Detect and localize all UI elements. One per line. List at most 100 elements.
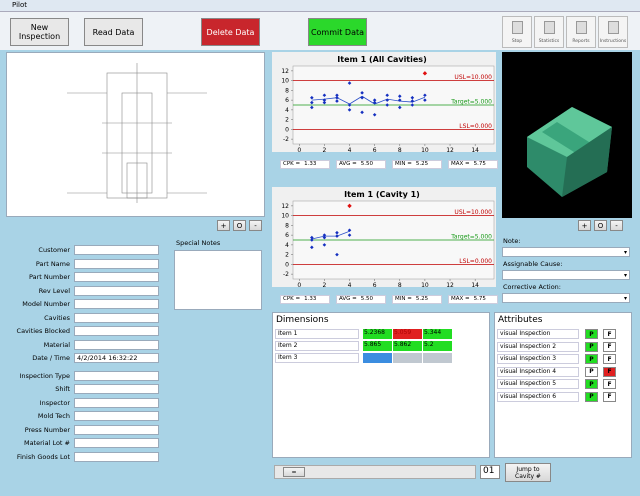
form-field[interactable]: 4/2/2014 16:32:22 <box>74 353 159 363</box>
dimension-cell[interactable]: 5.865 <box>363 341 392 351</box>
toolbar-button[interactable]: Delete Data <box>201 18 260 46</box>
data-point <box>335 99 339 103</box>
dimension-cell[interactable]: 5.344 <box>423 329 452 339</box>
dropdown[interactable]: ▾ <box>502 270 630 280</box>
y-tick-label: 2 <box>285 252 289 259</box>
stat-label: CPK = <box>283 296 301 302</box>
form-field[interactable] <box>74 424 159 435</box>
data-point <box>335 95 339 100</box>
pass-button[interactable]: P <box>585 366 598 377</box>
drawing <box>67 63 207 203</box>
stat-value: 1.33 <box>304 296 317 302</box>
fail-button[interactable]: F <box>603 379 616 389</box>
data-point <box>360 110 364 115</box>
data-point <box>322 233 327 237</box>
dimension-cell[interactable]: 5.862 <box>393 341 422 351</box>
zoom-button[interactable]: + <box>578 220 591 231</box>
toolbar-icon[interactable]: Reports <box>566 16 596 48</box>
3d-view <box>502 52 632 218</box>
toolbar-button[interactable]: Commit Data <box>308 18 367 46</box>
form-label: Cavities <box>44 313 70 322</box>
zoom-button[interactable]: - <box>249 220 262 231</box>
data-point <box>310 238 314 242</box>
form-field[interactable] <box>74 339 159 350</box>
fail-button[interactable]: F <box>603 391 616 402</box>
stat-value: 5.25 <box>415 296 429 302</box>
x-tick-label: 10 <box>421 282 429 287</box>
title-bar: Pilot <box>0 0 640 12</box>
data-point <box>322 93 327 98</box>
dimension-cell[interactable]: 5.2368 <box>363 329 392 339</box>
dimension-cell[interactable] <box>393 353 422 363</box>
stat-box: AVG = 5.50 <box>336 295 386 304</box>
x-tick-label: 6 <box>373 282 377 287</box>
form-field[interactable] <box>74 312 159 323</box>
form-field[interactable] <box>74 384 159 394</box>
data-point <box>410 95 415 100</box>
limit-label: LSL=0.000 <box>459 123 492 130</box>
form-field[interactable] <box>74 370 159 381</box>
special-notes-box[interactable] <box>174 250 262 310</box>
zoom-button[interactable]: O <box>594 220 607 231</box>
scrollbar[interactable]: = <box>274 465 476 479</box>
dimension-cell[interactable] <box>363 353 392 363</box>
icon-label: Statistics <box>538 39 560 44</box>
form-field[interactable] <box>74 438 159 448</box>
toolbar-icon[interactable]: Stop <box>502 16 532 48</box>
zoom-button[interactable]: - <box>610 220 623 231</box>
pass-button[interactable]: P <box>585 341 598 352</box>
icon-glyph <box>512 21 523 34</box>
form-field[interactable] <box>74 258 159 269</box>
toolbar-icon[interactable]: Instructions <box>598 16 628 48</box>
data-point <box>410 99 415 103</box>
alarm-point <box>422 71 428 76</box>
cavity-input[interactable]: 01 <box>480 465 500 479</box>
pass-button[interactable]: P <box>585 354 598 364</box>
x-tick-label: 12 <box>446 147 454 152</box>
y-tick-label: 2 <box>285 117 289 124</box>
form-label: Inspector <box>39 398 70 407</box>
stat-box: MAX = 5.75 <box>448 295 498 304</box>
dropdown[interactable]: ▾ <box>502 293 630 303</box>
form-field[interactable] <box>74 397 159 408</box>
form-field[interactable] <box>74 272 159 282</box>
form-field[interactable] <box>74 451 159 462</box>
data-point <box>360 91 364 95</box>
form-field[interactable] <box>74 285 159 296</box>
pass-button[interactable]: P <box>585 329 598 339</box>
toolbar-button[interactable]: New Inspection <box>10 18 69 46</box>
dropdown[interactable]: ▾ <box>502 247 630 257</box>
data-point <box>335 93 339 98</box>
data-point <box>310 245 314 250</box>
stat-label: MAX = <box>451 161 470 167</box>
data-point <box>322 235 327 240</box>
form-field[interactable] <box>74 299 159 309</box>
fail-button[interactable]: F <box>603 329 616 339</box>
data-point <box>372 98 377 102</box>
form-field[interactable] <box>74 411 159 421</box>
x-tick-label: 4 <box>348 147 352 152</box>
toolbar-icon[interactable]: Statistics <box>534 16 564 48</box>
form-field[interactable] <box>74 326 159 336</box>
control-chart: Item 1 (Cavity 1) -2 0 2 4 6 8 10 12 0 2 4 6 8 10 12 14 U… <box>272 187 496 287</box>
dimension-cell[interactable]: 5.2 <box>423 341 452 351</box>
fail-button[interactable]: F <box>603 341 616 352</box>
pass-button[interactable]: P <box>585 379 598 389</box>
pass-button[interactable]: P <box>585 391 598 402</box>
dimensions-panel: Dimensions Item 1 5.2368 5.059 5.344 Item 2 5… <box>272 312 490 458</box>
form-field[interactable] <box>74 245 159 255</box>
window-title: Pilot <box>12 1 27 9</box>
scroll-thumb[interactable]: = <box>283 467 305 477</box>
stat-value: 5.75 <box>473 161 486 167</box>
toolbar-button[interactable]: Read Data <box>84 18 143 46</box>
dimension-cell[interactable] <box>423 353 452 363</box>
fail-button[interactable]: F <box>603 354 616 364</box>
jump-button[interactable]: Jump to Cavity # <box>505 463 551 482</box>
dimension-cell[interactable]: 5.059 <box>393 329 422 339</box>
data-point <box>310 105 314 110</box>
data-point <box>397 94 402 99</box>
zoom-button[interactable]: O <box>233 220 246 231</box>
chart-title: Item 1 (Cavity 1) <box>344 190 420 199</box>
fail-button[interactable]: F <box>603 366 616 377</box>
zoom-button[interactable]: + <box>217 220 230 231</box>
